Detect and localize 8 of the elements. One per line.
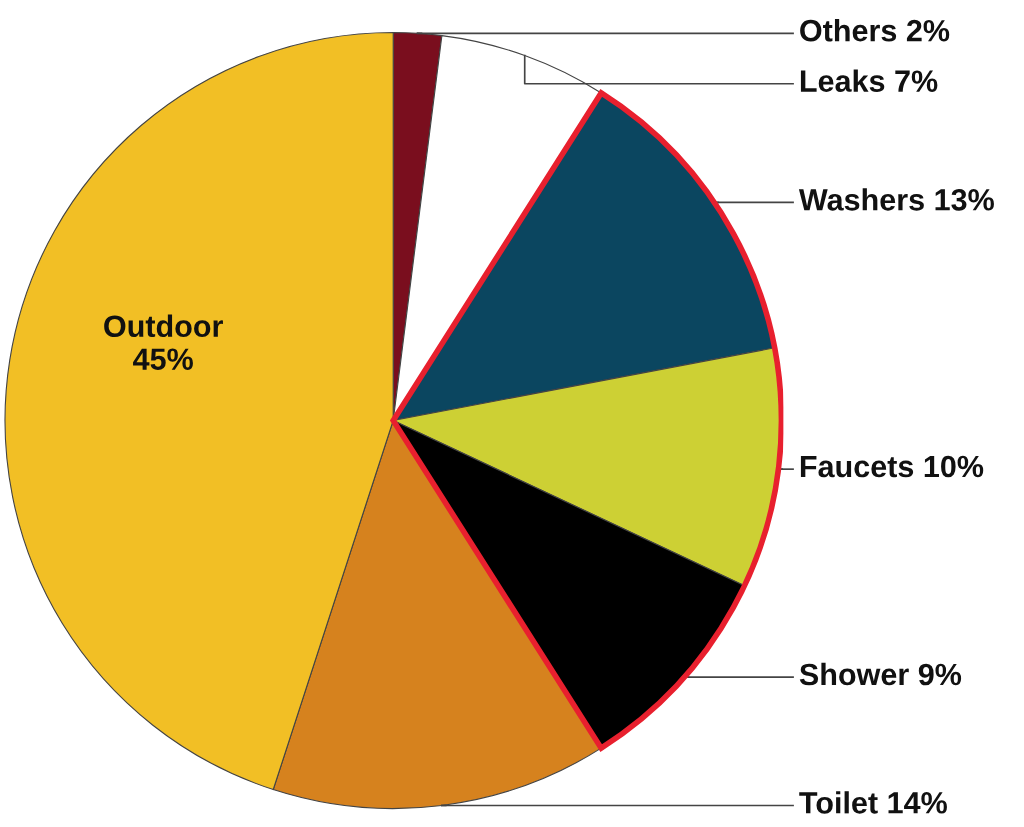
slice-label: Leaks 7% — [800, 69, 938, 92]
slice-label: Washers 13% — [798, 188, 994, 211]
slice-label: Outdoor — [104, 314, 223, 338]
slice-label: Others 2% — [800, 19, 950, 42]
slice-label: Shower 9% — [799, 662, 962, 686]
slice-label: Toilet 14% — [799, 791, 947, 814]
legend-label: Faucets 10% — [800, 455, 984, 478]
data-label: 45% — [133, 348, 193, 370]
